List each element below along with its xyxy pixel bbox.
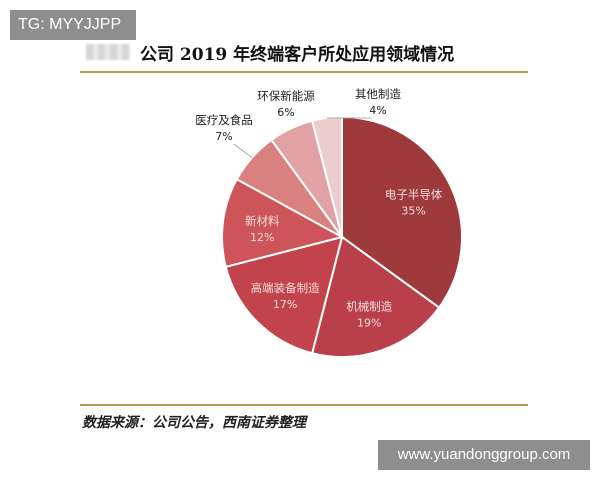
source-divider xyxy=(80,404,528,406)
tg-badge: TG: MYYJJPP xyxy=(10,10,136,40)
pie-slice xyxy=(310,115,343,238)
title-divider xyxy=(80,71,528,73)
slice-name-label: 其他制造 xyxy=(355,87,401,101)
slice-value-label: 4% xyxy=(369,104,386,117)
slice-name-label: 医疗及食品 xyxy=(195,113,253,127)
slice-value-label: 17% xyxy=(273,298,297,311)
label-leader-line xyxy=(233,143,253,158)
slice-value-label: 7% xyxy=(215,130,232,143)
slice-value-label: 19% xyxy=(357,317,381,330)
watermark-badge: www.yuandonggroup.com xyxy=(378,440,590,470)
slice-name-label: 机械制造 xyxy=(346,300,392,314)
slice-value-label: 35% xyxy=(401,204,425,217)
pie-slice xyxy=(221,177,345,269)
chart-title: 公司 2019 年终端客户所处应用领域情况 xyxy=(140,45,455,65)
blurred-logo xyxy=(86,44,130,60)
pie-slice xyxy=(224,235,344,355)
slice-name-label: 新材料 xyxy=(245,214,280,228)
pie-slice xyxy=(341,115,463,309)
pie-slice xyxy=(310,235,441,358)
source-note: 数据来源：公司公告，西南证券整理 xyxy=(82,415,306,431)
slice-value-label: 12% xyxy=(250,231,274,244)
slice-name-label: 高端装备制造 xyxy=(251,281,320,295)
slice-name-label: 电子半导体 xyxy=(385,187,443,201)
slice-name-label: 环保新能源 xyxy=(257,89,315,103)
slice-value-label: 6% xyxy=(277,106,294,119)
